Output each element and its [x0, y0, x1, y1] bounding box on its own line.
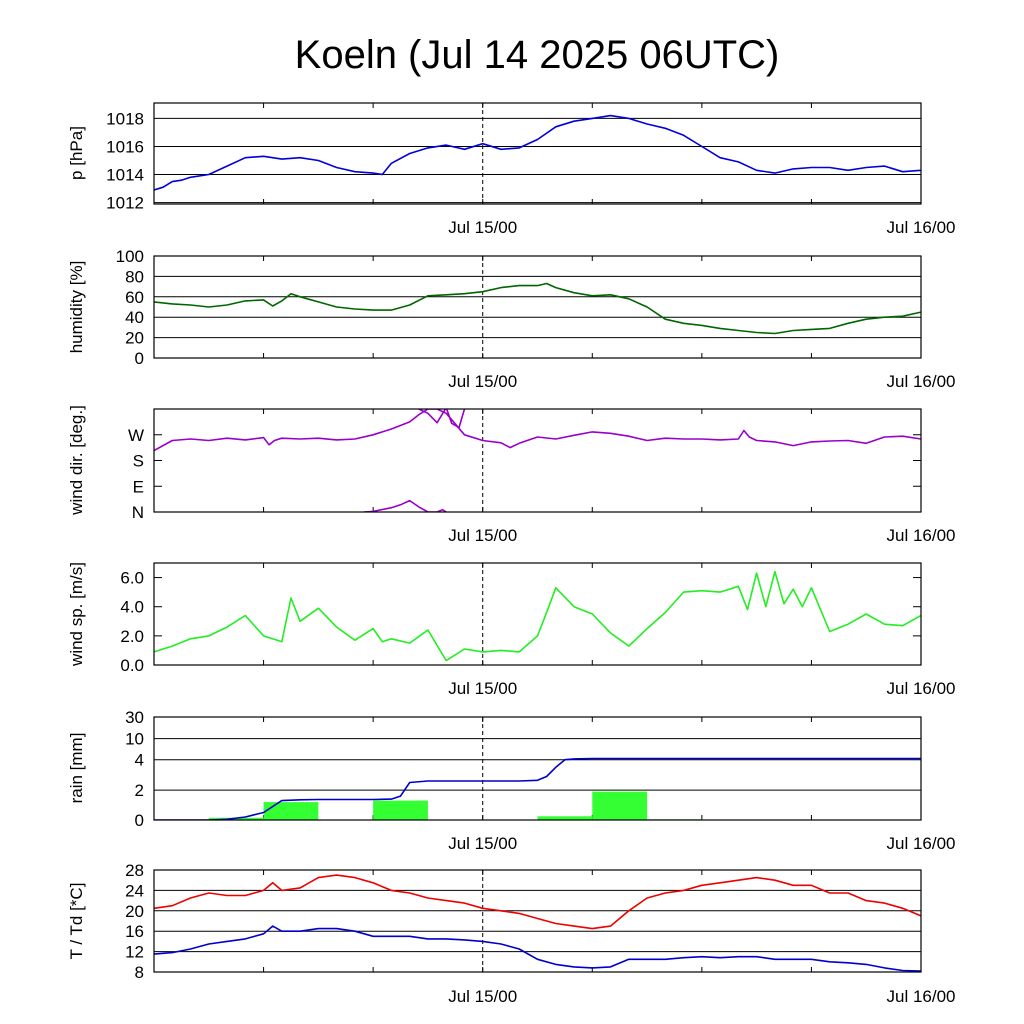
wind_speed-xtick-label: Jul 16/00 — [887, 679, 956, 698]
wind_dir-xtick-label: Jul 15/00 — [448, 526, 517, 545]
pressure-xtick-label: Jul 15/00 — [448, 218, 517, 237]
wind-direction-line — [154, 409, 921, 452]
pressure-ytick-label: 1016 — [106, 137, 144, 156]
wind_dir-ytick-label: N — [132, 503, 144, 522]
rain-axis-label: rain [mm] — [67, 733, 86, 804]
humidity-xtick-label: Jul 16/00 — [887, 372, 956, 391]
rain-bar — [373, 800, 428, 820]
wind_dir-xtick-label: Jul 16/00 — [887, 526, 956, 545]
wind_speed-ytick-label: 4.0 — [120, 598, 144, 617]
pressure-axis-label: p [hPa] — [67, 126, 86, 180]
rain-bar — [263, 802, 319, 820]
temperature-ytick-label: 16 — [125, 922, 144, 941]
rain-ytick-label: 2 — [135, 781, 144, 800]
temperature-xtick-label: Jul 15/00 — [448, 987, 517, 1006]
pressure-ytick-label: 1014 — [106, 166, 144, 185]
temperature-axis-label: T / Td [*C] — [67, 883, 86, 960]
temperature-line — [154, 874, 921, 930]
wind_dir-frame — [153, 408, 922, 513]
pressure-ytick-label: 1012 — [106, 194, 144, 213]
pressure-line — [154, 114, 921, 191]
wind-speed-line — [154, 570, 921, 662]
rain-ytick-label: 10 — [125, 730, 144, 749]
rain-xtick-label: Jul 15/00 — [448, 834, 517, 853]
humidity-ytick-label: 40 — [125, 308, 144, 327]
wind_speed-axis-label: wind sp. [m/s] — [67, 562, 86, 667]
dewpoint-line — [154, 925, 921, 972]
rain-bar — [537, 816, 593, 820]
wind_dir-axis-label: wind dir. [deg.] — [67, 405, 86, 516]
wind-direction-line-lower — [363, 499, 447, 512]
humidity-axis-label: humidity [%] — [67, 261, 86, 354]
temperature-ytick-label: 24 — [125, 881, 144, 900]
pressure-xtick-label: Jul 16/00 — [887, 218, 956, 237]
rain-xtick-label: Jul 16/00 — [887, 834, 956, 853]
humidity-ytick-label: 80 — [125, 267, 144, 286]
humidity-xtick-label: Jul 15/00 — [448, 372, 517, 391]
pressure-frame — [153, 102, 922, 205]
rain-frame — [153, 716, 922, 821]
temperature-xtick-label: Jul 16/00 — [887, 987, 956, 1006]
pressure-ytick-label: 1018 — [106, 109, 144, 128]
temperature-frame — [153, 869, 922, 973]
temperature-ytick-label: 28 — [125, 861, 144, 880]
wind_dir-ytick-label: S — [133, 452, 144, 471]
wind_speed-ytick-label: 6.0 — [120, 569, 144, 588]
wind_speed-xtick-label: Jul 15/00 — [448, 679, 517, 698]
temperature-ytick-label: 12 — [125, 943, 144, 962]
humidity-ytick-label: 60 — [125, 288, 144, 307]
rain-ytick-label: 0 — [135, 811, 144, 830]
wind_speed-ytick-label: 0.0 — [120, 656, 144, 675]
cumulative-rain-line — [154, 757, 921, 820]
wind_speed-panel: 0.0 2.0 4.0 6.0 Jul 15/00 Jul 16/00 wind sp. [… — [67, 562, 956, 698]
rain-ytick-label: 30 — [125, 708, 144, 727]
humidity-ytick-label: 0 — [135, 349, 144, 368]
pressure-panel: 1012 1014 1016 1018 Jul 15/00 Jul 16/00 p [hPa… — [67, 102, 956, 237]
wind_dir-ytick-label: W — [128, 426, 144, 445]
rain-bar — [592, 791, 648, 820]
temperature-ytick-label: 20 — [125, 902, 144, 921]
humidity-ytick-label: 100 — [116, 247, 144, 266]
humidity-line — [154, 282, 921, 335]
temperature-ytick-label: 8 — [135, 963, 144, 982]
humidity-frame — [153, 255, 922, 359]
rain-panel: 0 2 4 10 30 Jul 15/00 Jul 16/00 rain [mm] — [67, 708, 956, 853]
humidity-ytick-label: 20 — [125, 329, 144, 348]
rain-ytick-label: 4 — [135, 751, 144, 770]
wind-direction-line-upper — [418, 409, 466, 429]
wind_speed-frame — [153, 562, 922, 666]
wind_dir-ytick-label: E — [133, 477, 144, 496]
chart-title: Koeln (Jul 14 2025 06UTC) — [295, 33, 780, 77]
wind_speed-ytick-label: 2.0 — [120, 627, 144, 646]
